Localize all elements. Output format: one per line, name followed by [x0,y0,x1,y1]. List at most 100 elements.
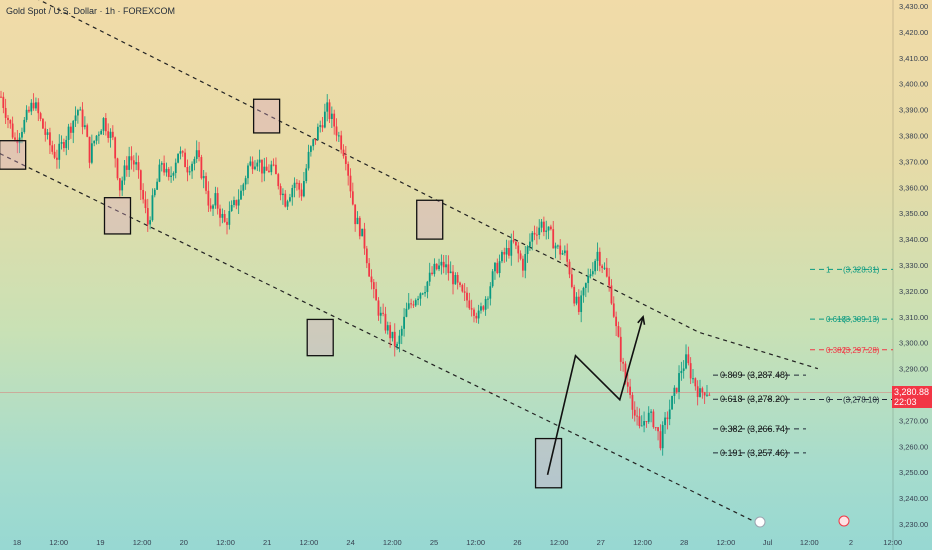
candle-body [636,415,638,417]
candle-body [365,248,368,264]
channel-lower-line [0,153,760,525]
candle-body [314,139,317,141]
candle-body [167,168,170,178]
candle-body [198,150,200,158]
candle-body [675,387,678,393]
x-tick-label: 12:00 [717,538,736,547]
candle-body [146,208,149,225]
candle-body [356,217,359,225]
candle-body [605,267,608,277]
candle-body [107,131,110,138]
projection-path [546,316,644,476]
y-tick-label: 3,390.00 [899,106,928,115]
candle-body [633,409,636,416]
candle-body [4,107,7,118]
x-tick-label: 27 [597,538,605,547]
candle-body [223,213,226,222]
candle-body [540,221,543,228]
fib-target-ratio: 0.618 [826,315,847,324]
candle-body [536,234,538,236]
candle-body [456,274,459,283]
candle-body [216,193,219,209]
fib-level-price: (3,257.46) [747,448,788,458]
fib-level-price: (3,278.20) [747,394,788,404]
candle-body [76,110,79,116]
candle-body [501,252,503,262]
candle-body [491,271,494,287]
y-tick-label: 3,430.00 [899,2,928,11]
candle-body [272,164,275,166]
candle-body [342,149,345,157]
candle-body [666,417,669,420]
candle-body [661,425,664,449]
candle-body [319,125,322,127]
candle-body [650,411,652,413]
candle-body [172,173,175,176]
x-tick-label: 12:00 [49,538,68,547]
candle-body [505,247,508,255]
y-tick-label: 3,380.00 [899,132,928,141]
y-tick-label: 3,320.00 [899,287,928,296]
candle-body [410,303,412,305]
candle-body [447,264,450,274]
x-tick-label: 18 [13,538,21,547]
channel-upper-line [38,0,819,370]
candle-body [268,170,270,173]
candle-body [626,382,629,387]
candle-body [424,292,426,294]
candle-body [30,102,33,112]
candle-body [382,312,385,314]
pattern-box [534,437,563,489]
candle-body [284,193,287,207]
candle-body [323,111,326,128]
candle-body [526,246,529,255]
candle-body [303,181,305,197]
event-icon [754,516,766,528]
candle-body [156,181,159,190]
candle-body [67,126,70,140]
candle-body [510,240,513,256]
y-tick-label: 3,300.00 [899,339,928,348]
candle-body [629,386,631,395]
candle-body [459,282,461,286]
candle-body [515,241,517,246]
candle-body [81,109,84,128]
candle-body [706,394,708,396]
candle-body [265,166,268,171]
candle-body [468,300,471,309]
candle-body [233,200,235,205]
candle-body [696,386,699,397]
candle-body [121,180,124,191]
candle-body [372,282,375,290]
candle-body [160,163,163,165]
candle-body [116,158,119,179]
candle-body [438,265,440,270]
y-tick-label: 3,310.00 [899,313,928,322]
candle-body [671,396,673,410]
candle-body [503,252,506,255]
candle-body [386,325,389,331]
candle-body [582,287,585,296]
candle-body [118,178,121,191]
candle-body [477,310,480,319]
candle-body [286,201,289,207]
pattern-box [0,140,27,170]
candle-body [111,131,114,138]
candle-body [426,281,429,293]
candle-body [591,271,594,275]
y-tick-label: 3,370.00 [899,157,928,166]
candle-body [454,274,457,285]
candle-body [137,162,140,171]
y-tick-label: 3,410.00 [899,54,928,63]
candle-body [552,229,555,249]
candle-body [538,227,541,235]
candle-body [330,113,333,120]
candle-body [2,96,5,108]
x-tick-label: 24 [346,538,354,547]
candle-body [466,292,468,301]
candle-body [664,417,666,426]
candle-body [440,261,443,266]
candle-body [617,326,620,337]
